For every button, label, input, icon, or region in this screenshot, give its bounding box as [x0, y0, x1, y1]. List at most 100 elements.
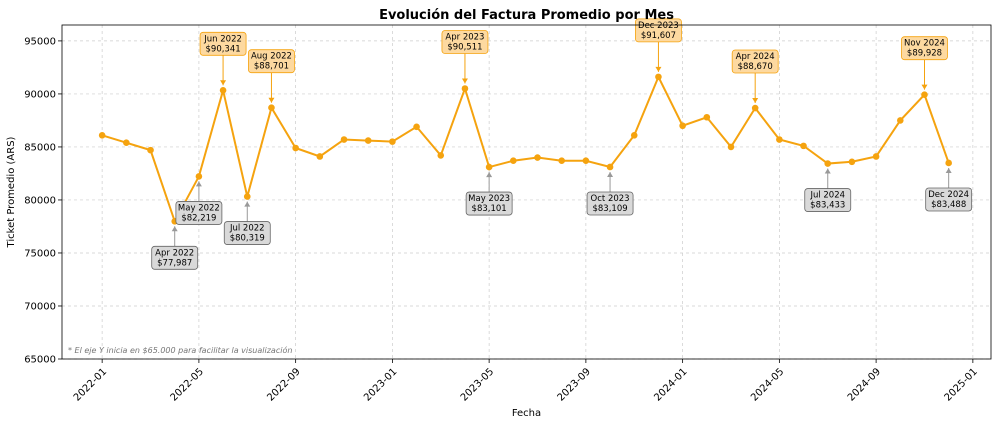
- annotation-label: Dec 2024: [928, 190, 969, 200]
- annotation-arrowhead: [171, 226, 178, 232]
- data-point: [606, 163, 614, 171]
- data-point: [921, 91, 928, 98]
- low-annotation: Oct 2023$83,109: [586, 171, 634, 216]
- annotation-arrowhead: [824, 168, 831, 174]
- annotations-layer: Apr 2022$77,987 May 2022$82,219 Jun 2022$9…: [151, 18, 973, 270]
- data-point: [292, 144, 299, 152]
- annotation-arrowhead: [461, 78, 468, 84]
- grid: [62, 25, 991, 360]
- data-point: [679, 122, 686, 130]
- data-point: [582, 157, 590, 165]
- annotation-label: Apr 2024: [736, 52, 775, 62]
- annotation-label: Nov 2024: [904, 39, 945, 49]
- annotation-label: Apr 2022: [155, 248, 194, 258]
- data-point: [630, 131, 638, 139]
- annotation-label: $90,341: [206, 44, 241, 54]
- data-point: [727, 143, 735, 151]
- annotation-arrowhead: [486, 172, 493, 178]
- data-point: [534, 154, 541, 161]
- x-tick-label: 2022-09: [265, 366, 302, 403]
- y-tick-label: 85000: [24, 142, 56, 153]
- annotation-box: [465, 191, 513, 216]
- annotation-box: [925, 187, 973, 212]
- annotation-arrowhead: [268, 97, 275, 103]
- annotation-label: $89,928: [907, 49, 942, 59]
- series-line: [101, 74, 950, 224]
- peak-annotation: Dec 2023$91,607: [635, 18, 682, 72]
- data-point: [800, 142, 807, 150]
- data-point: [98, 131, 106, 139]
- peak-annotation: Aug 2022$88,701: [248, 49, 295, 103]
- low-annotation: May 2023$83,101: [465, 172, 513, 216]
- data-point: [437, 152, 445, 159]
- low-annotation: Dec 2024$83,488: [925, 167, 973, 212]
- x-tick-label: 2024-05: [749, 366, 786, 403]
- peak-annotation: Jun 2022$90,341: [199, 31, 247, 86]
- annotation-label: Apr 2023: [445, 33, 484, 43]
- annotation-label: $91,607: [641, 31, 676, 41]
- data-point: [268, 104, 275, 111]
- plot-frame: [61, 24, 992, 360]
- annotation-box: [441, 30, 489, 54]
- annotation-arrowhead: [195, 181, 202, 187]
- data-point: [558, 157, 565, 165]
- data-point: [316, 153, 324, 160]
- data-point: [243, 193, 251, 200]
- annotation-label: Dec 2023: [638, 21, 679, 31]
- annotation-arrowhead: [655, 66, 662, 72]
- annotation-label: May 2023: [468, 194, 510, 204]
- y-tick-label: 75000: [24, 248, 56, 259]
- y-tick-label: 70000: [24, 301, 56, 312]
- data-point: [219, 87, 227, 94]
- data-point: [510, 157, 517, 165]
- data-point: [897, 117, 904, 124]
- y-tick-label: 80000: [24, 195, 56, 206]
- data-point: [389, 138, 396, 145]
- data-point: [703, 113, 711, 121]
- annotation-label: Jul 2024: [809, 191, 845, 201]
- annotation-label: $83,488: [931, 200, 966, 210]
- annotation-label: $83,109: [592, 204, 627, 214]
- annotation-box: [586, 191, 634, 216]
- annotation-label: $90,511: [447, 43, 482, 53]
- data-point: [848, 158, 856, 166]
- x-axis-label: Fecha: [512, 408, 541, 419]
- annotation-label: $88,701: [254, 62, 289, 72]
- chart-note: * El eje Y inicia en $65.000 para facili…: [68, 345, 292, 355]
- annotation-arrowhead: [921, 84, 928, 90]
- annotation-label: $77,987: [157, 258, 192, 268]
- chart-title: Evolución del Factura Promedio por Mes: [379, 8, 674, 23]
- annotation-box: [151, 245, 199, 270]
- data-point: [945, 159, 952, 167]
- annotation-box: [199, 31, 247, 56]
- annotation-arrowhead: [945, 167, 952, 173]
- data-point: [147, 146, 154, 154]
- data-point: [776, 136, 783, 143]
- data-point: [413, 123, 420, 131]
- data-point: [340, 136, 348, 143]
- low-annotation: Apr 2022$77,987: [151, 226, 199, 270]
- x-tick-label: 2023-05: [459, 366, 496, 403]
- data-point: [824, 160, 832, 167]
- annotation-box: [248, 49, 295, 74]
- x-tick-label: 2023-01: [362, 366, 399, 403]
- annotation-arrowhead: [607, 171, 614, 177]
- annotation-label: $88,670: [738, 62, 773, 72]
- y-tick-label: 90000: [24, 89, 56, 100]
- annotation-label: $82,219: [181, 213, 216, 223]
- annotation-box: [731, 49, 779, 74]
- x-tick-label: 2022-01: [72, 366, 109, 403]
- annotation-label: Oct 2023: [591, 194, 630, 204]
- data-point: [655, 73, 662, 81]
- data-point: [461, 85, 469, 92]
- low-annotation: Jul 2024$83,433: [804, 168, 852, 212]
- annotation-box: [804, 188, 852, 212]
- low-annotation: Jul 2022$80,319: [223, 201, 271, 245]
- data-point: [123, 139, 130, 146]
- annotation-box: [175, 201, 223, 225]
- peak-annotation: Nov 2024$89,928: [901, 36, 948, 90]
- x-tick-label: 2025-01: [943, 366, 980, 403]
- annotation-label: May 2022: [178, 203, 220, 213]
- x-tick-label: 2024-01: [652, 366, 689, 403]
